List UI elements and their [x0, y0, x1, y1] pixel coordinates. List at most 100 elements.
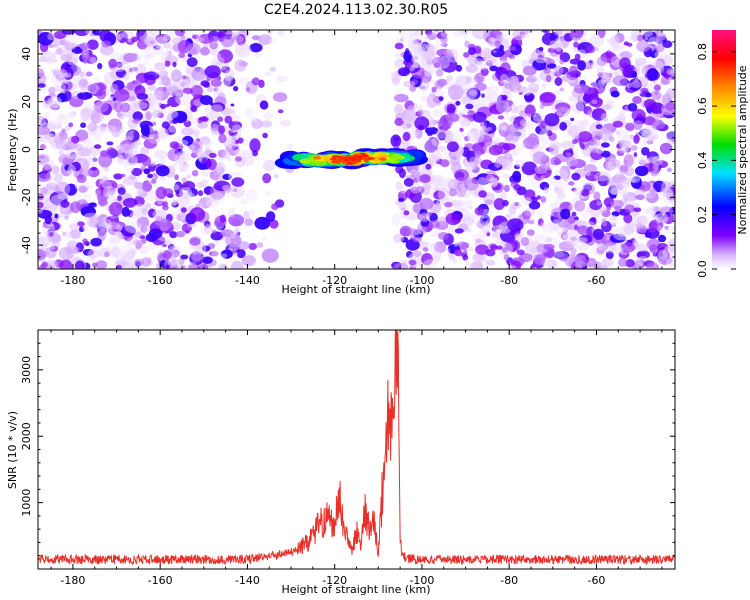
spectrogram-cell [569, 30, 583, 41]
spectrogram-cell [583, 164, 597, 174]
spectrogram-cell [42, 164, 52, 174]
spectrogram-cell [50, 245, 55, 251]
spectrogram-cell [220, 35, 234, 47]
spectrogram-cell [609, 218, 619, 226]
spectrogram-cell [231, 145, 236, 151]
spectrogram-cell [455, 100, 461, 106]
spectrogram-cell [167, 110, 179, 119]
spectrogram-cell [619, 165, 628, 173]
spectrogram-cell [191, 117, 200, 124]
spectrogram-cell [652, 164, 659, 170]
spectrogram-cell [82, 139, 90, 144]
spectrogram-cell [449, 130, 465, 142]
spectrogram-cell [665, 87, 675, 99]
spectrogram-cell [619, 190, 630, 199]
spectrogram-cell [42, 100, 51, 109]
spectrogram-cell [648, 221, 658, 233]
spectrogram-cell [397, 67, 411, 77]
spectrogram-cell [497, 115, 504, 120]
spectrogram-cell [88, 81, 94, 85]
spectrogram-cell [82, 95, 87, 101]
spectrogram-cell [234, 140, 240, 144]
spectrogram-cell [162, 34, 170, 41]
spectrogram-cell [497, 79, 505, 87]
spectrogram-cell [140, 226, 148, 233]
spectrogram-cell [129, 248, 138, 255]
spectrogram-cell [428, 220, 441, 229]
spectrogram-cell [231, 115, 241, 123]
spectrogram-cell [208, 86, 214, 92]
spectrogram-cell [553, 186, 560, 194]
spectrogram-cell [161, 121, 170, 129]
spectrogram-cell [456, 154, 463, 161]
spectrogram-cell [634, 165, 649, 177]
spectrogram-cell [240, 198, 249, 205]
spectrogram-cell [41, 221, 55, 236]
spectrogram-cell [488, 85, 499, 95]
spectrogram-cell [65, 141, 76, 150]
spectrogram-cell [590, 97, 604, 105]
spectrogram-cell [406, 175, 413, 179]
spectrogram-cell [423, 191, 430, 196]
spectrogram-cell [665, 225, 675, 233]
spectrogram-cell [464, 135, 470, 142]
spectrogram-cell [499, 191, 508, 201]
spectrogram-cell [169, 141, 180, 149]
spectrogram-cell [169, 231, 178, 239]
spectrogram-cell [414, 127, 423, 139]
spectrogram-cell [446, 141, 459, 152]
spectrogram-cell [261, 237, 268, 242]
spectrogram-cell [206, 110, 220, 121]
spectrogram-cell [526, 229, 535, 236]
spectrogram-cell [521, 161, 538, 176]
spectrogram-cell [62, 232, 67, 236]
spectrogram-cell [614, 71, 619, 76]
spectrogram-cell [635, 203, 640, 208]
spectrogram-cell [492, 215, 508, 230]
spectrogram-cell [607, 72, 613, 78]
spectrogram-cell [398, 197, 405, 203]
spectrogram-y-ticks: -40 -20 0 20 40 [20, 29, 675, 270]
spectrogram-cell [98, 222, 110, 232]
spectrogram-cell [625, 122, 635, 131]
spectrogram-cell [286, 143, 294, 150]
spectrogram-cell [532, 59, 547, 71]
spectrogram-cell [87, 39, 99, 50]
spectrogram-cell [38, 135, 45, 143]
spectrogram-cell [413, 30, 420, 36]
spectrogram-cell [405, 203, 412, 209]
spectrogram-cell [472, 252, 484, 262]
spectrogram-cell [544, 113, 560, 127]
spectrogram-cell [136, 216, 150, 229]
spectrogram-cell [653, 84, 661, 91]
spectrogram-cell [413, 45, 425, 55]
spectrogram-cell [262, 132, 268, 139]
spectrogram-cell [662, 54, 674, 66]
spectrogram-cell [152, 121, 157, 126]
spectrogram-cell [413, 250, 422, 258]
spectrogram-cell [222, 150, 231, 160]
spectrogram-cell [175, 92, 190, 106]
spectrogram-cell [393, 262, 409, 269]
spectrogram-cell [454, 169, 469, 182]
spectrogram-cell [131, 141, 139, 148]
spectrogram-cell [593, 228, 604, 240]
spectrogram-cell [637, 233, 646, 240]
spectrogram-cell [235, 156, 242, 162]
spectrogram-cell [486, 231, 491, 237]
spectrogram-cell [431, 86, 437, 93]
spectrogram-cell [446, 75, 454, 81]
spectrogram-cell [175, 230, 186, 238]
spectrogram-cell [574, 53, 581, 61]
spectrogram-cell [474, 58, 483, 66]
y-tick-label: 3000 [20, 356, 33, 384]
spectrogram-cell [167, 96, 181, 107]
spectrogram-cell [50, 74, 61, 84]
spectrogram-cell [530, 263, 536, 269]
spectrogram-cell [661, 192, 675, 204]
spectrogram-cell [147, 85, 156, 91]
spectrogram-cell [134, 231, 142, 238]
spectrogram-cell [439, 159, 450, 168]
spectrogram-cell [477, 177, 488, 186]
spectrogram-cell [192, 251, 197, 255]
